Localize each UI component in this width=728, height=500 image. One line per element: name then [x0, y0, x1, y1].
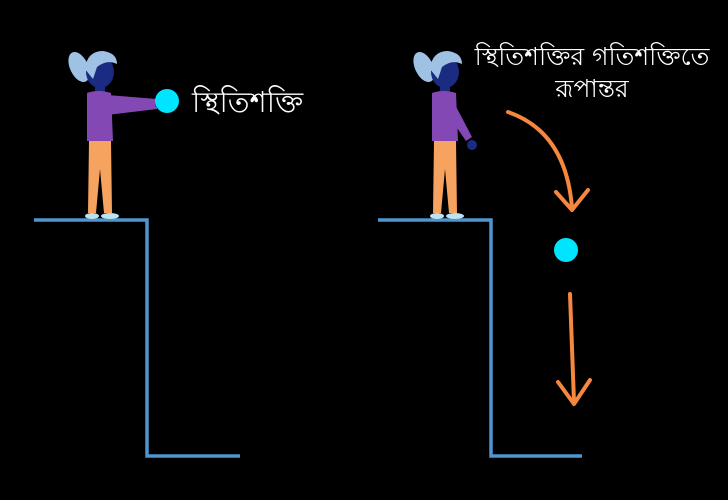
- right-ball-icon: [554, 238, 578, 262]
- right-cliff: [378, 218, 582, 458]
- left-girl-icon: [64, 48, 165, 219]
- down-arrow-icon: [556, 292, 592, 406]
- left-ball-icon: [155, 89, 179, 113]
- left-scene: [34, 48, 240, 458]
- potential-energy-label: স্থিতিশক্তি: [192, 85, 304, 119]
- energy-conversion-line-2: রূপান্তর: [555, 74, 629, 103]
- energy-conversion-label: স্থিতিশক্তির গতিশক্তিতে রূপান্তর: [463, 41, 721, 105]
- right-scene: [378, 48, 592, 458]
- energy-conversion-line-1: স্থিতিশক্তির গতিশক্তিতে: [474, 42, 710, 71]
- right-girl-icon: [409, 48, 477, 219]
- curved-arrow-icon: [506, 110, 590, 212]
- left-cliff: [34, 218, 240, 458]
